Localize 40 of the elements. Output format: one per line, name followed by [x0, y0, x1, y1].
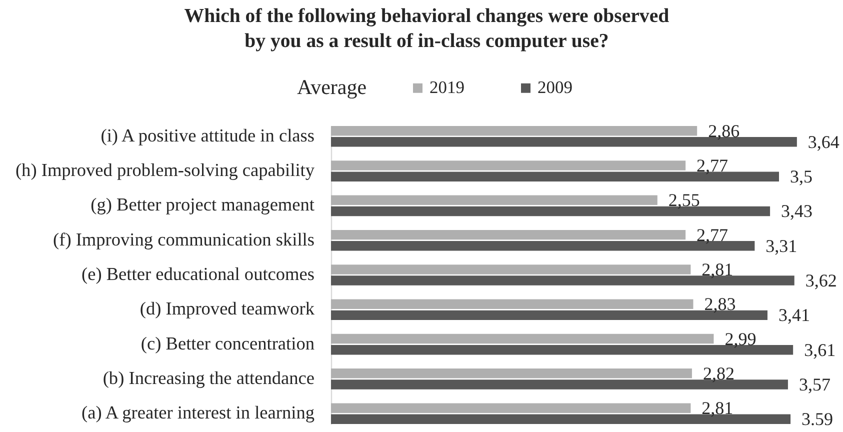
legend-title: Average	[297, 75, 367, 99]
bar	[331, 195, 658, 206]
data-label: 2,77	[696, 224, 728, 245]
data-label: 2,82	[702, 363, 734, 384]
data-label: 3,41	[778, 305, 810, 326]
bar	[331, 299, 694, 309]
y-tick-label: (i) A positive attitude in class	[100, 125, 314, 146]
bar	[331, 334, 714, 344]
data-label: 3,31	[766, 236, 798, 256]
y-tick-label: (a) A greater interest in learning	[82, 402, 314, 423]
bar	[331, 126, 698, 136]
y-tick-label: (f) Improving communication skills	[53, 229, 314, 250]
y-tick-label: (b) Increasing the attendance	[102, 368, 314, 388]
bar	[331, 160, 686, 170]
data-label: 2,83	[704, 294, 736, 314]
bar	[331, 230, 686, 240]
y-tick-label: (c) Better concentration	[140, 333, 314, 354]
data-label: 2,86	[708, 120, 740, 141]
data-label: 3,43	[781, 201, 813, 222]
data-label: 3.59	[802, 409, 834, 430]
bar	[331, 403, 691, 413]
data-label: 2,55	[668, 190, 700, 210]
data-label: 2,77	[696, 156, 728, 176]
y-tick-label: (d) Improved teamwork	[140, 298, 316, 319]
bar	[331, 368, 692, 378]
data-label: 3,57	[798, 374, 830, 394]
legend-label: 2019	[430, 77, 465, 98]
data-label: 2,81	[702, 259, 734, 280]
data-label: 3,62	[805, 270, 837, 291]
y-tick-label: (e) Better educational outcomes	[82, 264, 314, 284]
y-tick-label: (h) Improved problem-solving capability	[15, 160, 316, 180]
chart-title: Which of the following behavioral changes were observed by you as a result of in-class computer use?	[184, 5, 670, 52]
data-label: 2,81	[702, 398, 734, 418]
data-label: 3,64	[808, 132, 840, 152]
y-tick-label: (g) Better project management	[90, 194, 314, 215]
legend-label: 2009	[538, 77, 573, 98]
data-label: 3,5	[790, 166, 812, 187]
data-label: 3,61	[804, 340, 836, 360]
bar	[331, 264, 691, 274]
data-label: 2,99	[724, 328, 756, 349]
